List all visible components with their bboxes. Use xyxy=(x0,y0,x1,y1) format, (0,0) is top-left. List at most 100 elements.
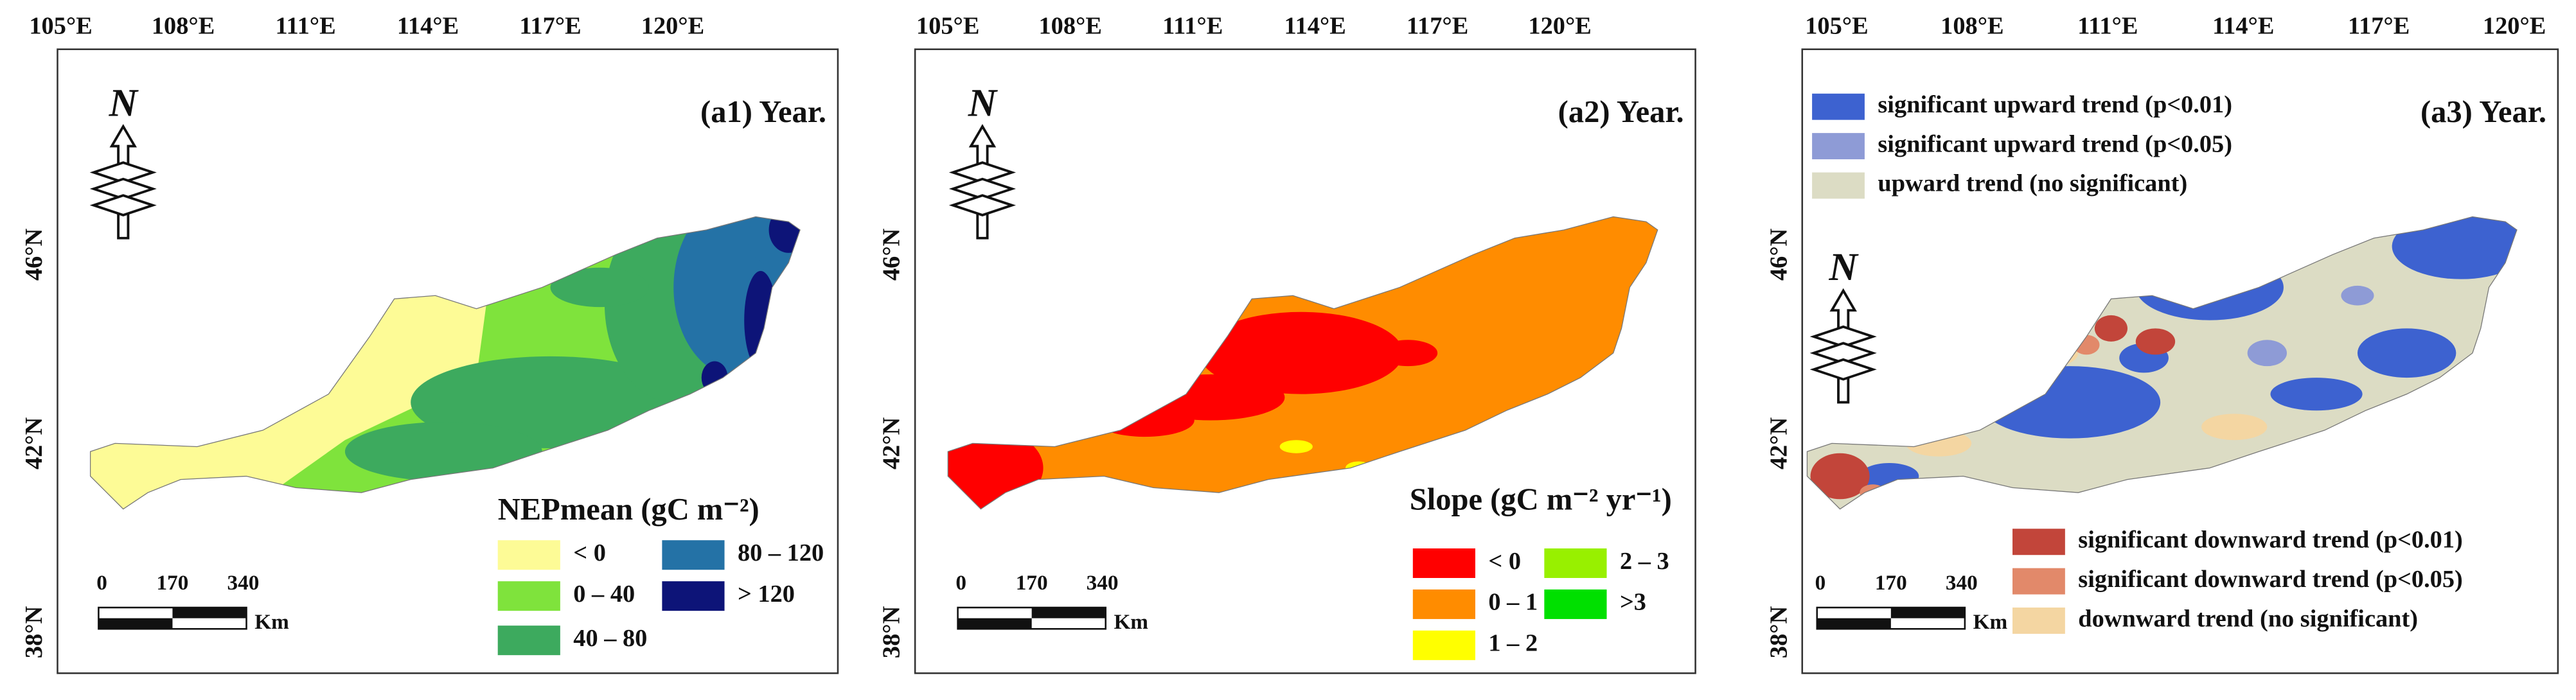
map-patch xyxy=(1279,440,1313,453)
scale-tick-label: 170 xyxy=(1016,571,1048,595)
lon-tick-label: 114°E xyxy=(1284,12,1346,39)
lon-tick-label: 120°E xyxy=(641,12,704,39)
map-patch xyxy=(2341,285,2374,306)
panel-title: (a3) Year. xyxy=(2421,94,2546,129)
scale-tick-label: 0 xyxy=(1815,571,1826,595)
legend-swatch xyxy=(1412,630,1475,660)
legend-label: significant upward trend (p<0.01) xyxy=(1878,91,2232,118)
lon-tick-label: 111°E xyxy=(2077,12,2138,39)
lat-tick-label: 42°N xyxy=(878,417,905,469)
map-patch xyxy=(2135,328,2176,355)
region-outline xyxy=(947,216,1658,510)
lon-tick-label: 114°E xyxy=(2212,12,2274,39)
lon-tick-label: 111°E xyxy=(275,12,335,39)
lat-tick-label: 46°N xyxy=(21,228,48,281)
legend-title: NEPmean (gC m⁻²) xyxy=(498,492,759,527)
legend-swatch xyxy=(497,581,560,611)
map-patch xyxy=(2201,414,2268,441)
legend-swatch xyxy=(497,626,560,656)
north-label: N xyxy=(968,81,999,125)
legend-swatch xyxy=(662,581,725,611)
legend-label: significant downward trend (p<0.01) xyxy=(2078,527,2463,554)
north-label: N xyxy=(1829,245,1860,289)
scale-tick-label: 170 xyxy=(157,571,189,595)
legend-label: significant downward trend (p<0.05) xyxy=(2078,566,2463,593)
scale-tick-label: 340 xyxy=(1946,571,1978,595)
legend-swatch xyxy=(1812,133,1865,160)
legend-title: Slope (gC m⁻² yr⁻¹) xyxy=(1410,482,1672,517)
scale-tick-label: 170 xyxy=(1875,571,1907,595)
scale-unit: Km xyxy=(254,610,289,634)
map-patch xyxy=(1378,340,1438,367)
legend-swatch xyxy=(2012,568,2065,595)
legend-label: downward trend (no significant) xyxy=(2078,605,2418,632)
legend-label: >3 xyxy=(1620,589,1646,616)
map-patch xyxy=(2247,340,2287,367)
map-patch xyxy=(2392,216,2517,279)
lat-tick-label: 38°N xyxy=(878,606,905,658)
legend-label: > 120 xyxy=(738,581,795,608)
legend-label: 1 – 2 xyxy=(1488,630,1538,657)
legend-swatch xyxy=(662,540,725,570)
panel-title: (a1) Year. xyxy=(700,94,826,129)
lon-tick-label: 105°E xyxy=(1805,12,1868,39)
map-patch xyxy=(550,267,649,308)
scale-tick-label: 0 xyxy=(96,571,107,595)
north-layer xyxy=(1809,342,1877,365)
north-layer xyxy=(1809,358,1877,381)
scale-tick-label: 340 xyxy=(227,571,259,595)
lat-tick-label: 42°N xyxy=(1765,417,1792,469)
scale-unit: Km xyxy=(1973,610,2008,634)
region-outline xyxy=(1806,216,2518,510)
lon-tick-label: 105°E xyxy=(29,12,92,39)
map-patch xyxy=(2357,328,2456,378)
legend-label: significant upward trend (p<0.05) xyxy=(1878,130,2232,157)
lon-tick-label: 120°E xyxy=(1528,12,1591,39)
map-patch xyxy=(2270,378,2363,411)
north-layer xyxy=(89,177,157,200)
legend-swatch xyxy=(1544,589,1607,619)
lon-tick-label: 117°E xyxy=(1407,12,1468,39)
map-panel: 105°E 108°E 111°E 114°E 117°E 120°E 46°N 42°N 38… xyxy=(1765,12,2559,674)
lat-tick-label: 42°N xyxy=(21,417,48,469)
north-layer xyxy=(948,161,1017,184)
scale-bar-block xyxy=(1817,618,1891,629)
lat-tick-label: 38°N xyxy=(1765,606,1792,658)
legend-label: 80 – 120 xyxy=(738,539,824,566)
legend-swatch xyxy=(2012,608,2065,634)
region-outline xyxy=(89,216,801,510)
scale-tick-label: 0 xyxy=(955,571,966,595)
scale-tick-label: 340 xyxy=(1087,571,1119,595)
map-patch xyxy=(1810,453,1870,500)
scale-unit: Km xyxy=(1114,610,1148,634)
map-panel: 105°E 108°E 111°E 114°E 117°E 120°E 46°N 42°N 38… xyxy=(21,12,839,674)
scale-bar-block xyxy=(98,618,173,629)
legend-label: 2 – 3 xyxy=(1620,548,1669,575)
legend-swatch xyxy=(1812,93,1865,120)
lon-tick-label: 117°E xyxy=(2348,12,2410,39)
legend-swatch xyxy=(1544,548,1607,579)
scale-bar-block xyxy=(1890,608,1965,618)
lat-tick-label: 46°N xyxy=(878,228,905,281)
north-layer xyxy=(1809,325,1877,348)
region-fill xyxy=(1807,216,2517,509)
north-layer xyxy=(89,161,157,184)
lon-tick-label: 105°E xyxy=(916,12,979,39)
north-layer xyxy=(948,177,1017,200)
legend-label: 40 – 80 xyxy=(573,625,647,652)
legend-label: < 0 xyxy=(1488,548,1521,575)
legend-swatch xyxy=(2012,529,2065,556)
legend-swatch xyxy=(1412,548,1475,579)
lon-tick-label: 108°E xyxy=(1941,12,2003,39)
region-map xyxy=(1806,216,2518,510)
legend-swatch xyxy=(1412,589,1475,619)
scale-bar-block xyxy=(957,618,1032,629)
map-patch xyxy=(2094,315,2128,342)
legend-swatch xyxy=(497,540,560,570)
map-panel: 105°E 108°E 111°E 114°E 117°E 120°E 46°N 42°N 38… xyxy=(878,12,1696,674)
lon-tick-label: 114°E xyxy=(397,12,459,39)
lon-tick-label: 108°E xyxy=(152,12,215,39)
map-patch xyxy=(344,422,542,482)
north-layer xyxy=(89,194,157,216)
panel-title: (a2) Year. xyxy=(1558,94,1684,129)
